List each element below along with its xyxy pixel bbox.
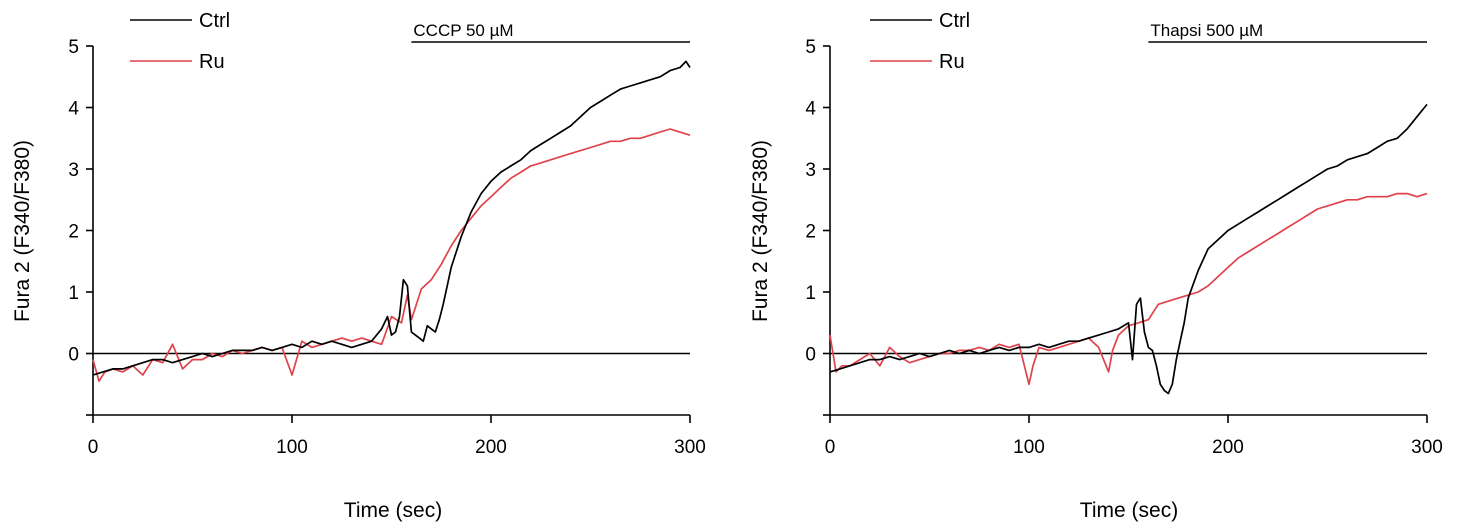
x-axis-label: Time (sec) — [1080, 499, 1178, 522]
x-tick-label: 200 — [475, 437, 507, 458]
x-tick-label: 200 — [1212, 437, 1244, 458]
legend-ru-label: Ru — [939, 51, 965, 73]
panel-left: 0 1 2 3 4 5 0 100 200 300 Ctrl Ru CCCP 50 µM Time… — [11, 10, 706, 522]
x-tick-label: 100 — [1013, 437, 1045, 458]
y-axis-label: Fura 2 (F340/F380) — [11, 140, 34, 322]
legend-left: Ctrl Ru — [130, 10, 230, 73]
y-tick-label: 3 — [805, 160, 816, 181]
axes-left: 0 1 2 3 4 5 0 100 200 300 — [68, 37, 705, 458]
axes-right: 0 1 2 3 4 5 0 100 200 300 — [805, 37, 1442, 458]
y-tick-label: 5 — [805, 37, 816, 58]
y-tick-label: 1 — [805, 283, 816, 304]
y-tick-label: 4 — [68, 99, 79, 120]
x-axis-label: Time (sec) — [344, 499, 442, 522]
y-tick-label: 1 — [68, 283, 79, 304]
treatment-label: CCCP 50 µM — [413, 21, 513, 40]
x-tick-label: 300 — [1411, 437, 1443, 458]
series-line-ctrl — [829, 103, 1428, 395]
y-tick-label: 2 — [68, 222, 79, 243]
x-tick-label: 300 — [674, 437, 706, 458]
legend-ctrl-label: Ctrl — [199, 10, 230, 32]
x-tick-label: 0 — [88, 437, 99, 458]
legend-right: Ctrl Ru — [870, 10, 970, 73]
series-line-ru — [92, 128, 691, 383]
panel-right: 0 1 2 3 4 5 0 100 200 300 Ctrl Ru Thapsi 500 µM T… — [749, 10, 1443, 522]
y-tick-label: 2 — [805, 222, 816, 243]
treatment-annotation-left: CCCP 50 µM — [411, 21, 690, 43]
legend-ru-label: Ru — [199, 51, 225, 73]
series-line-ctrl — [92, 60, 691, 376]
y-tick-label: 4 — [805, 99, 816, 120]
treatment-label: Thapsi 500 µM — [1150, 21, 1263, 40]
series-line-ru — [829, 192, 1428, 386]
x-tick-label: 100 — [276, 437, 308, 458]
treatment-annotation-right: Thapsi 500 µM — [1148, 21, 1427, 43]
series-right — [829, 103, 1428, 395]
legend-ctrl-label: Ctrl — [939, 10, 970, 32]
y-tick-label: 0 — [68, 345, 79, 366]
y-axis-label: Fura 2 (F340/F380) — [749, 140, 772, 322]
y-tick-label: 5 — [68, 37, 79, 58]
y-tick-label: 3 — [68, 160, 79, 181]
y-tick-label: 0 — [805, 345, 816, 366]
x-tick-label: 0 — [825, 437, 836, 458]
series-left — [92, 60, 691, 383]
